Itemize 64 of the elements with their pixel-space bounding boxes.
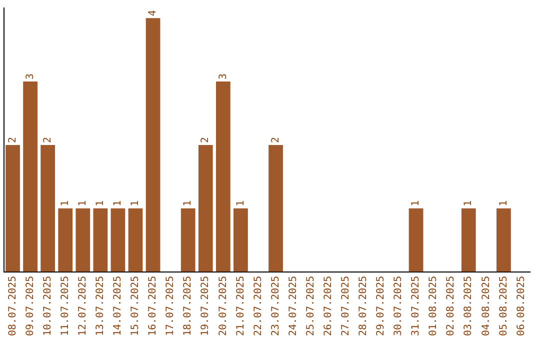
bar bbox=[128, 208, 143, 272]
data-label: 2 bbox=[200, 136, 212, 143]
x-tick-label: 08.07.2025 bbox=[7, 276, 18, 336]
x-tick-label: 01.08.2025 bbox=[428, 276, 440, 336]
data-label: 1 bbox=[182, 200, 194, 206]
x-tick-label: 16.07.2025 bbox=[148, 276, 159, 336]
x-tick-label: 30.07.2025 bbox=[393, 276, 404, 336]
data-label: 1 bbox=[498, 200, 510, 206]
x-tick-label: 26.07.2025 bbox=[322, 276, 334, 336]
data-label: 1 bbox=[410, 200, 422, 206]
data-label: 1 bbox=[77, 200, 88, 206]
x-tick-label: 09.07.2025 bbox=[24, 276, 36, 336]
x-tick-label: 19.07.2025 bbox=[200, 276, 212, 336]
x-tick-label: 31.07.2025 bbox=[410, 276, 422, 336]
x-tick-label: 28.07.2025 bbox=[358, 276, 370, 336]
x-tick-label: 22.07.2025 bbox=[252, 276, 264, 336]
bar bbox=[216, 82, 230, 272]
x-tick-label: 05.08.2025 bbox=[498, 276, 510, 336]
x-tick-label: 13.07.2025 bbox=[95, 276, 106, 336]
x-tick-label: 18.07.2025 bbox=[182, 276, 194, 336]
x-tick-label: 14.07.2025 bbox=[112, 276, 124, 336]
bar bbox=[93, 208, 108, 272]
x-tick-label: 11.07.2025 bbox=[60, 276, 71, 336]
data-label: 1 bbox=[130, 200, 142, 206]
x-tick-label: 23.07.2025 bbox=[270, 276, 282, 336]
bar bbox=[146, 18, 160, 272]
data-label: 1 bbox=[235, 200, 246, 206]
bar bbox=[496, 208, 511, 272]
data-label: 1 bbox=[95, 200, 106, 206]
data-label: 1 bbox=[112, 200, 124, 206]
x-tick-label: 02.08.2025 bbox=[446, 276, 457, 336]
bar bbox=[461, 208, 476, 272]
x-tick-label: 15.07.2025 bbox=[130, 276, 142, 336]
bar bbox=[408, 208, 424, 272]
x-tick-label: 25.07.2025 bbox=[305, 276, 316, 336]
bar bbox=[180, 208, 196, 272]
data-label: 1 bbox=[463, 200, 474, 206]
data-label: 4 bbox=[148, 10, 159, 16]
x-tick-label: 24.07.2025 bbox=[288, 276, 299, 336]
x-tick-label: 03.08.2025 bbox=[463, 276, 474, 336]
x-tick-label: 21.07.2025 bbox=[235, 276, 246, 336]
bar bbox=[268, 144, 283, 272]
x-tick-label: 12.07.2025 bbox=[77, 276, 88, 336]
x-tick-label: 29.07.2025 bbox=[376, 276, 387, 336]
bar bbox=[76, 208, 90, 272]
x-tick-label: 04.08.2025 bbox=[480, 276, 492, 336]
x-tick-label: 06.08.2025 bbox=[516, 276, 527, 336]
x-tick-label: 27.07.2025 bbox=[340, 276, 352, 336]
bar bbox=[40, 144, 56, 272]
data-label: 2 bbox=[270, 136, 282, 143]
data-label: 1 bbox=[60, 200, 71, 206]
data-label: 3 bbox=[218, 74, 229, 80]
bar bbox=[6, 144, 20, 272]
data-label: 2 bbox=[7, 136, 18, 143]
bar bbox=[198, 144, 213, 272]
data-label: 3 bbox=[24, 74, 36, 80]
bar bbox=[234, 208, 248, 272]
x-tick-label: 10.07.2025 bbox=[42, 276, 54, 336]
bar bbox=[110, 208, 126, 272]
x-tick-label: 17.07.2025 bbox=[165, 276, 176, 336]
data-label: 2 bbox=[42, 136, 54, 143]
bar bbox=[58, 208, 73, 272]
x-tick-label: 20.07.2025 bbox=[218, 276, 229, 336]
bar bbox=[23, 82, 38, 272]
